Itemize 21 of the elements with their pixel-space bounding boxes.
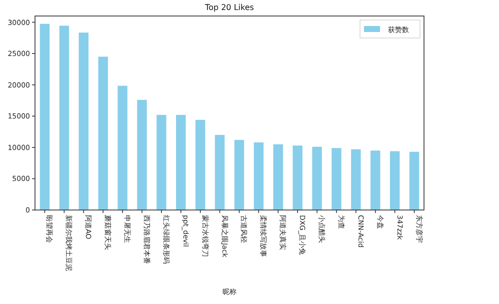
bar: [234, 140, 244, 210]
bar: [390, 151, 400, 210]
bar: [254, 142, 264, 210]
bar: [137, 100, 147, 210]
bar: [214, 134, 225, 210]
bar: [156, 114, 166, 210]
bar: [98, 56, 108, 210]
bar: [409, 152, 420, 210]
bar: [40, 24, 50, 210]
bar: [59, 26, 70, 210]
bar: [332, 148, 342, 210]
bar: [78, 32, 88, 210]
bar: [370, 150, 380, 210]
bar: [176, 114, 186, 210]
bar: [312, 146, 322, 210]
bar: [273, 144, 283, 210]
bar: [351, 149, 361, 210]
bar: [292, 146, 302, 210]
bar: [118, 86, 128, 210]
bar: [195, 120, 206, 210]
chart-title: Top 20 Likes: [204, 3, 254, 12]
